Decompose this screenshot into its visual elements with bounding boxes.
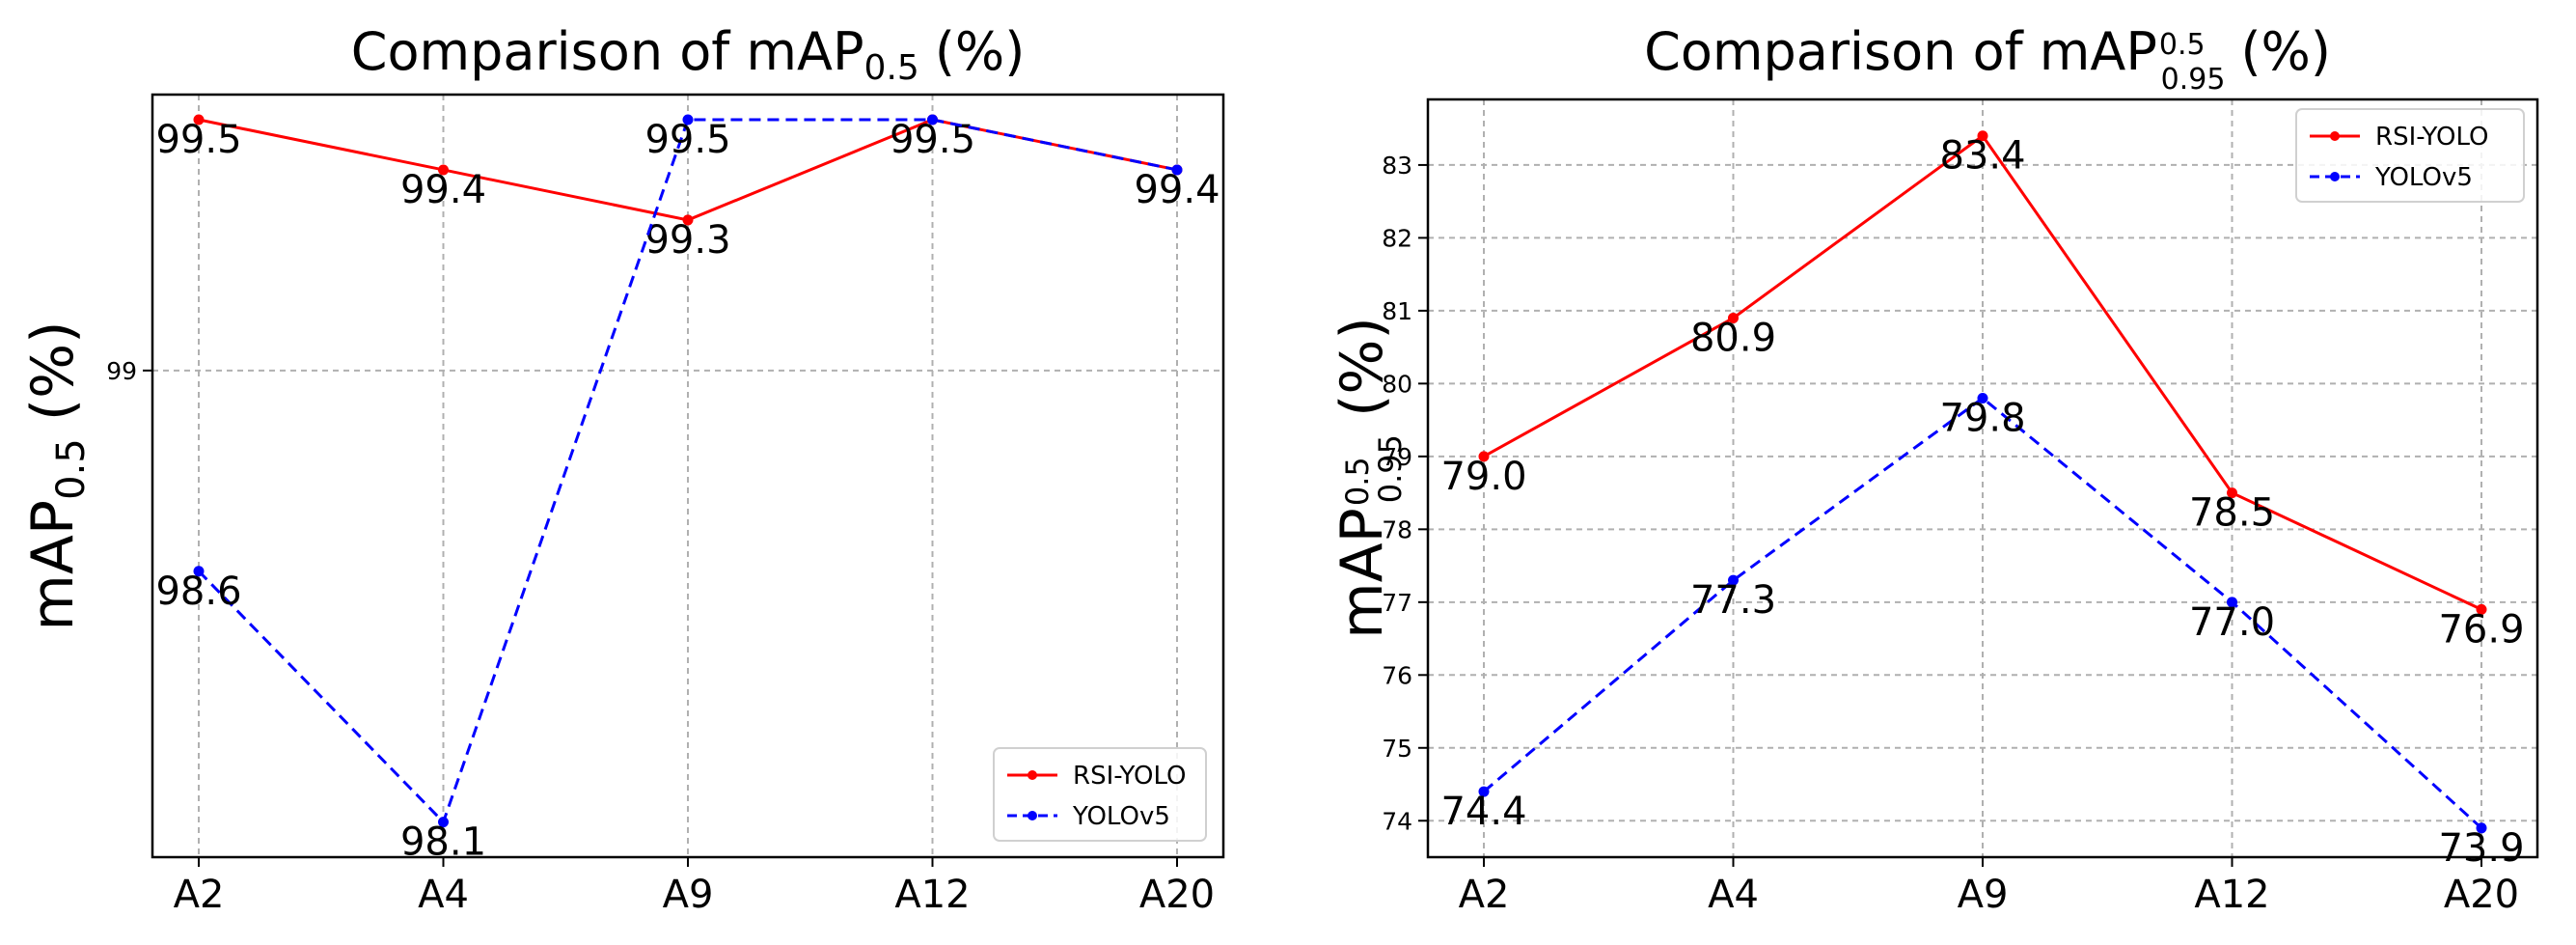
data-label-yolov5-a2: 74.4 xyxy=(1440,790,1526,834)
y-tick-label-78: 78 xyxy=(1382,515,1412,543)
chart-map50-95: A2 A4 A9 A12 A20 74 75 76 77 78 79 80 81 82 83 Comparis… xyxy=(1329,21,2539,917)
chart-title-suffix: (%) xyxy=(2240,21,2330,82)
data-point-rsi-yolo-a4 xyxy=(1728,312,1739,323)
chart-title-suffix: (%) xyxy=(935,21,1025,82)
legend-marker-rsi-yolo xyxy=(1028,770,1037,780)
chart-title-main: Comparison of mAP xyxy=(351,21,864,82)
y-tick-label-99: 99 xyxy=(106,357,137,385)
legend-label-yolov5: YOLOv5 xyxy=(2374,163,2473,192)
data-label-yolov5-a12: 77.0 xyxy=(2189,600,2275,645)
data-label-rsi-yolo-a4: 80.9 xyxy=(1690,316,1776,360)
y-tick-label-80: 80 xyxy=(1382,370,1412,398)
data-point-yolov5-a9 xyxy=(682,114,694,125)
data-label-rsi-yolo-a9: 99.3 xyxy=(644,218,730,263)
data-point-yolov5-a4 xyxy=(438,817,449,828)
data-label-rsi-yolo-a2: 79.0 xyxy=(1440,455,1526,499)
y-tick-label-81: 81 xyxy=(1382,297,1412,325)
legend-marker-rsi-yolo xyxy=(2330,131,2340,141)
y-tick-label-83: 83 xyxy=(1382,152,1412,180)
data-point-rsi-yolo-a9 xyxy=(682,214,694,226)
data-point-yolov5-a20 xyxy=(2476,822,2487,834)
x-tick-label-a12: A12 xyxy=(894,873,970,917)
y-axis-label-subscript: 0.95 xyxy=(1372,434,1409,503)
chart-title-subscript: 0.95 xyxy=(2161,63,2226,97)
x-tick-label-a2: A2 xyxy=(1459,873,1510,917)
y-tick-label-74: 74 xyxy=(1382,807,1412,835)
data-label-rsi-yolo-a4: 99.4 xyxy=(400,168,486,212)
y-tick-label-82: 82 xyxy=(1382,224,1412,252)
y-axis-label: mAP0.50.95 (%) xyxy=(1329,317,1409,639)
data-point-yolov5-a9 xyxy=(1977,392,1988,403)
y-tick-label-76: 76 xyxy=(1382,661,1412,689)
y-axis-label-subscript: 0.5 xyxy=(49,438,94,500)
data-label-yolov5-a9: 79.8 xyxy=(1939,396,2025,440)
data-label-rsi-yolo-a12: 78.5 xyxy=(2189,491,2275,536)
chart-title-superscript: 0.5 xyxy=(2159,28,2206,62)
data-point-rsi-yolo-a12 xyxy=(2227,487,2237,499)
legend-frame xyxy=(993,747,1207,842)
legend-marker-yolov5 xyxy=(1028,811,1037,820)
x-tick-label-a2: A2 xyxy=(174,873,225,917)
y-tick-label-75: 75 xyxy=(1382,735,1412,763)
legend: RSI-YOLO YOLOv5 xyxy=(2295,108,2525,203)
y-tick-label-77: 77 xyxy=(1382,589,1412,617)
y-axis-label-suffix: (%) xyxy=(19,320,87,421)
data-label-rsi-yolo-a20: 76.9 xyxy=(2438,607,2524,652)
legend-marker-yolov5 xyxy=(2330,172,2340,181)
data-label-yolov5-a2: 98.6 xyxy=(155,570,241,614)
x-tick-label-a20: A20 xyxy=(1139,873,1215,917)
data-point-yolov5-a20 xyxy=(1171,164,1183,176)
data-label-yolov5-a4: 77.3 xyxy=(1690,578,1776,623)
series-line-yolov5 xyxy=(197,118,1178,825)
data-point-yolov5-a12 xyxy=(2227,597,2237,608)
data-point-rsi-yolo-a2 xyxy=(193,114,205,125)
y-axis-label-suffix: (%) xyxy=(1329,317,1396,417)
axes-frame xyxy=(1426,97,2539,859)
data-label-rsi-yolo-a2: 99.5 xyxy=(155,118,241,162)
legend-label-rsi-yolo: RSI-YOLO xyxy=(1073,762,1186,791)
data-point-yolov5-a12 xyxy=(927,114,938,125)
data-point-rsi-yolo-a2 xyxy=(1478,451,1490,462)
data-label-yolov5-a9: 99.5 xyxy=(644,118,730,162)
data-point-rsi-yolo-a9 xyxy=(1977,130,1988,142)
legend: RSI-YOLO YOLOv5 xyxy=(993,747,1207,842)
data-label-rsi-yolo-a20: 99.4 xyxy=(1134,168,1219,212)
y-axis-label-main: mAP xyxy=(1329,508,1396,639)
x-tick-label-a4: A4 xyxy=(1708,873,1759,917)
x-tick-label-a4: A4 xyxy=(418,873,469,917)
chart-title-main: Comparison of mAP xyxy=(1644,21,2157,82)
data-point-rsi-yolo-a4 xyxy=(438,164,449,176)
chart-title: Comparison of mAP0.5 0.95 (%) xyxy=(1644,21,2331,97)
data-label-rsi-yolo-a9: 83.4 xyxy=(1939,134,2025,179)
x-tick-label-a9: A9 xyxy=(1958,873,2009,917)
data-label-yolov5-a20: 73.9 xyxy=(2438,826,2524,871)
x-tick-label-a12: A12 xyxy=(2194,873,2269,917)
chart-title-subscript: 0.5 xyxy=(864,48,919,88)
data-point-yolov5-a2 xyxy=(1478,786,1490,797)
y-axis-label: mAP0.5 (%) xyxy=(19,320,94,630)
x-tick-label-a20: A20 xyxy=(2444,873,2519,917)
legend-label-rsi-yolo: RSI-YOLO xyxy=(2375,123,2488,152)
y-tick-label-79: 79 xyxy=(1382,443,1412,471)
y-axis-label-main: mAP xyxy=(19,500,87,631)
x-tick-label-a9: A9 xyxy=(663,873,714,917)
data-point-yolov5-a2 xyxy=(193,566,205,577)
legend-label-yolov5: YOLOv5 xyxy=(1072,802,1170,831)
y-axis-label-superscript: 0.5 xyxy=(1339,457,1376,506)
data-point-rsi-yolo-a20 xyxy=(2476,603,2487,615)
data-label-yolov5-a4: 98.1 xyxy=(400,820,486,865)
legend-frame xyxy=(2295,108,2525,203)
series-line-yolov5 xyxy=(1483,396,2483,829)
chart-title: Comparison of mAP0.5 (%) xyxy=(351,21,1026,88)
data-point-yolov5-a4 xyxy=(1728,574,1739,586)
